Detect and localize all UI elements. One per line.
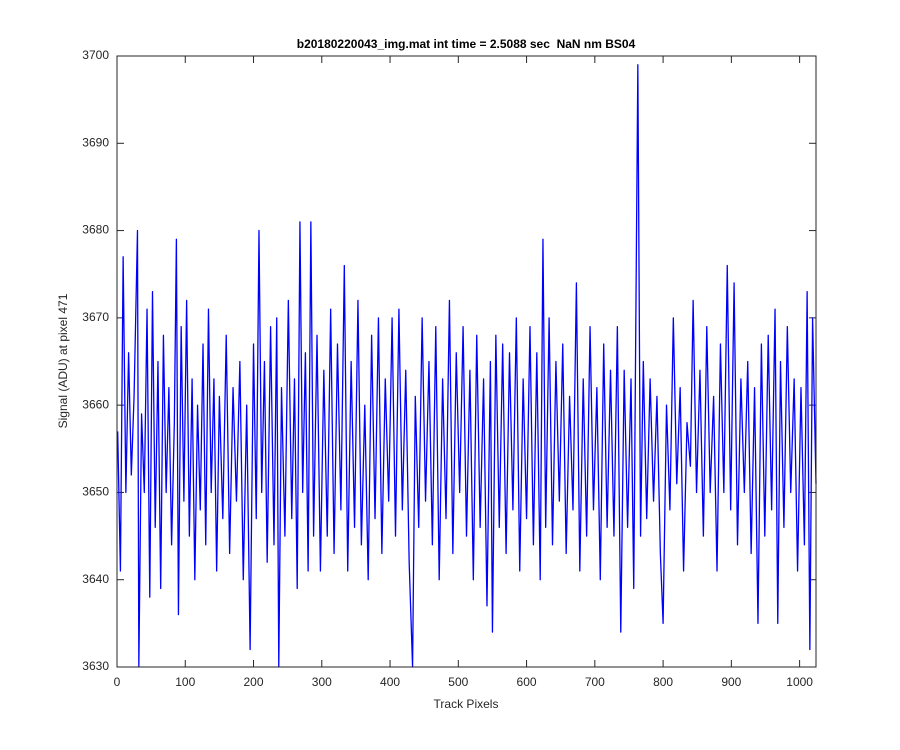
data-line <box>117 64 817 668</box>
y-tick-label: 3660 <box>82 397 109 411</box>
x-tick-label: 1000 <box>786 675 813 689</box>
x-tick-label: 600 <box>517 675 537 689</box>
y-tick-label: 3630 <box>82 659 109 673</box>
x-tick-label: 800 <box>653 675 673 689</box>
x-tick-label: 0 <box>114 675 121 689</box>
axes-box <box>116 55 817 668</box>
x-tick-label: 200 <box>244 675 264 689</box>
y-tick-label: 3700 <box>82 48 109 62</box>
y-tick-label: 3670 <box>82 310 109 324</box>
y-tick-label: 3650 <box>82 485 109 499</box>
y-tick-label: 3690 <box>82 135 109 149</box>
y-tick-label: 3640 <box>82 572 109 586</box>
x-tick-label: 100 <box>175 675 195 689</box>
chart-title: b20180220043_img.mat int time = 2.5088 s… <box>297 37 636 51</box>
x-tick-label: 900 <box>721 675 741 689</box>
y-axis-label: Signal (ADU) at pixel 471 <box>56 293 70 428</box>
x-tick-label: 500 <box>448 675 468 689</box>
y-tick-label: 3680 <box>82 223 109 237</box>
x-tick-label: 400 <box>380 675 400 689</box>
x-axis-label: Track Pixels <box>434 697 499 711</box>
x-tick-label: 700 <box>585 675 605 689</box>
x-tick-label: 300 <box>312 675 332 689</box>
